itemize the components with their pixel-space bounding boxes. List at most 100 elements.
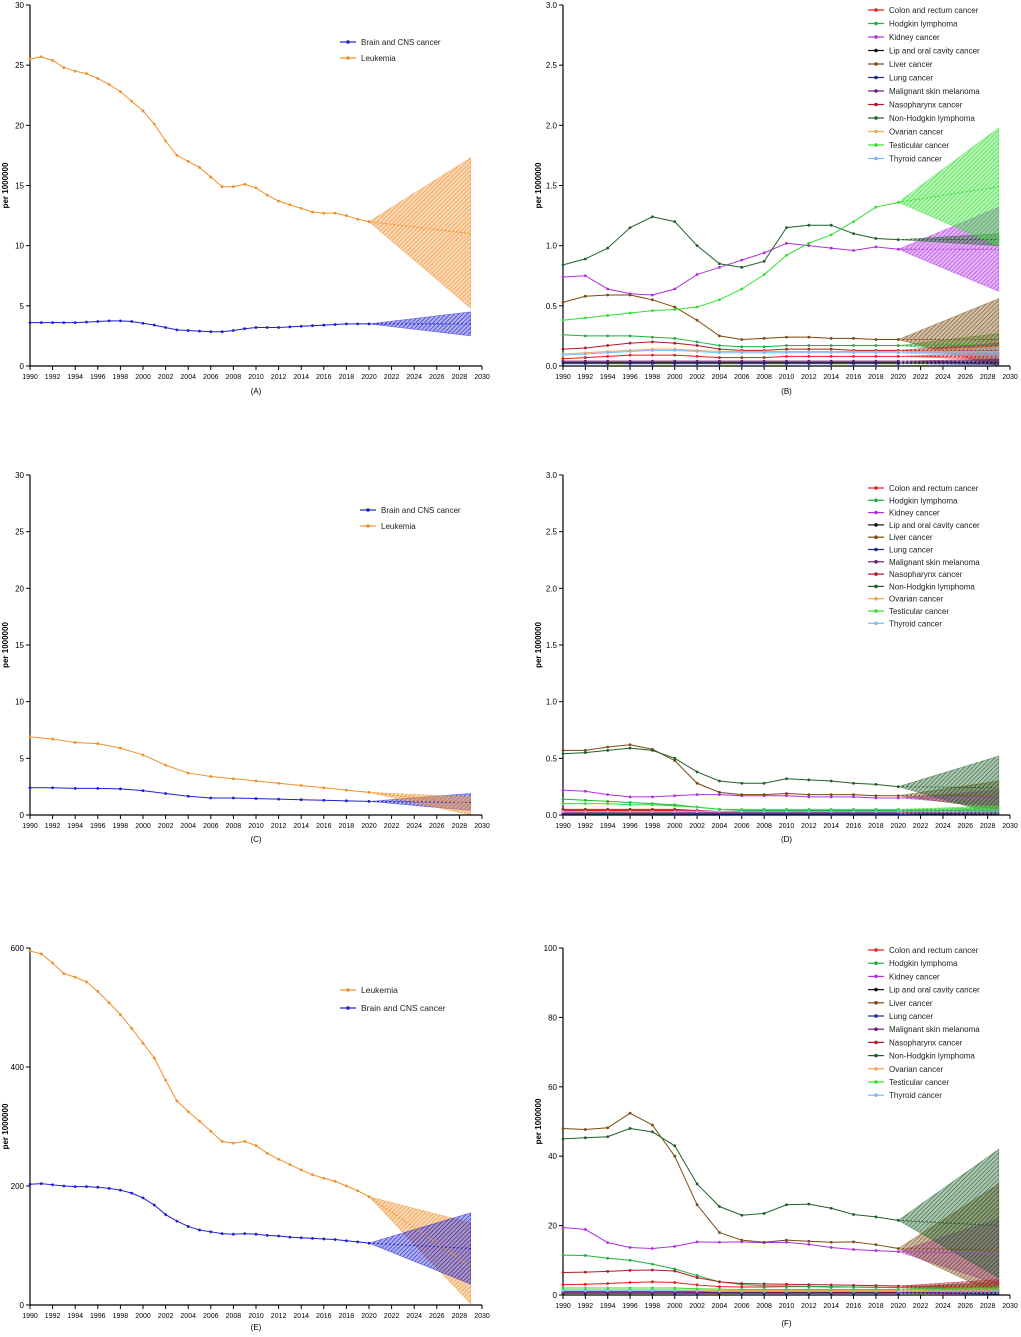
panel-f-nasopharynx-cancer-point (874, 1284, 878, 1288)
panel-a-x-tick-label: 2018 (339, 374, 355, 381)
panel-d-testicular-cancer-point (762, 807, 766, 811)
panel-b-non-hodgkin-lymphoma-point (762, 259, 766, 263)
panel-a-y-axis-label: per 1000000 (1, 162, 10, 208)
panel-f-legend-label-testicular-cancer: Testicular cancer (889, 1078, 949, 1087)
panel-f-legend-label-lung-cancer: Lung cancer (889, 1012, 933, 1021)
panel-a-x-tick-label: 2022 (384, 374, 400, 381)
panel-f-testicular-cancer-point (695, 1287, 699, 1291)
panel-a-caption: (A) (251, 387, 262, 396)
panel-d-thyroid-cancer-point (762, 810, 766, 813)
panel-b-malignant-skin-melanoma-point (762, 359, 766, 363)
panel-d-non-hodgkin-lymphoma-point (718, 779, 721, 783)
panel-b-thyroid-cancer-point (718, 351, 721, 355)
panel-b-nasopharynx-cancer-point (561, 347, 565, 351)
panel-c-leukemia-point (73, 741, 77, 744)
panel-b-kidney-cancer-point (583, 274, 587, 278)
panel-b-kidney-cancer-point (651, 293, 654, 297)
panel-a-legend-marker-brain-and-cns-cancer (346, 40, 350, 44)
panel-d-x-tick-label: 2030 (1002, 823, 1018, 830)
panel-f-non-hodgkin-lymphoma-point (807, 1202, 811, 1206)
panel-e-leukemia-point (175, 1099, 179, 1103)
panel-c-y-tick-label: 20 (15, 584, 24, 593)
panel-e-leukemia-forecast-line (368, 1196, 471, 1267)
panel-d-x-tick-label: 2002 (689, 823, 705, 830)
panel-f-liver-cancer-point (583, 1128, 587, 1131)
panel-b-non-hodgkin-lymphoma-point (673, 220, 677, 224)
panel-b-thyroid-cancer-point (740, 351, 744, 355)
panel-d-x-tick-label: 1992 (578, 823, 594, 830)
panel-d-testicular-cancer-point (785, 807, 788, 811)
panel-a-x-tick-label: 2020 (361, 374, 377, 381)
panel-b-testicular-cancer-point (583, 316, 587, 320)
panel-e-x-tick-label: 2006 (203, 1313, 219, 1320)
panel-b-nasopharynx-cancer-point (606, 344, 610, 347)
panel-d-non-hodgkin-lymphoma-point (583, 751, 587, 755)
panel-a-leukemia-forecast-line (368, 221, 471, 235)
panel-c-x-tick-label: 2016 (316, 823, 332, 830)
panel-e-legend: Leukemia Brain and CNS cancer (340, 985, 446, 1013)
panel-c-legend-marker-brain-and-cns-cancer (366, 508, 370, 512)
panel-b-non-hodgkin-lymphoma-point (583, 257, 587, 261)
panel-d-kidney-cancer-point (695, 793, 699, 796)
panel-e: 0 200 400 600 1990 1992 1994 1996 1998 2000 2002 20… (1, 944, 490, 1332)
panel-c-brain-and-cns-cancer-point (254, 797, 258, 800)
panel-f-nasopharynx-cancer-point (807, 1283, 811, 1286)
panel-f-thyroid-cancer-point (740, 1290, 744, 1293)
panel-d-liver-cancer-point (628, 743, 632, 747)
panel-b-legend-label-testicular-cancer: Testicular cancer (889, 141, 949, 150)
panel-f-x-tick-label: 1994 (600, 1303, 616, 1310)
panel-d-nasopharynx-cancer-point (628, 807, 632, 811)
panel-d-x-tick-label: 2012 (801, 823, 817, 830)
panel-b-lung-cancer-point (874, 362, 878, 365)
panel-a-brain-and-cns-cancer-point (152, 323, 156, 327)
panel-f-x-tick-label: 2006 (734, 1303, 750, 1310)
panel-d-liver-cancer-point (583, 749, 587, 752)
panel-d-thyroid-cancer-point (583, 810, 587, 813)
panel-f-colon-and-rectum-cancer-point (628, 1281, 632, 1284)
panel-f-testicular-cancer-line (563, 1287, 899, 1290)
panel-c-legend: Brain and CNS cancer Leukemia (360, 506, 461, 531)
panel-e-brain-and-cns-cancer-point (254, 1232, 258, 1236)
panel-f-non-hodgkin-lymphoma-point (718, 1205, 721, 1208)
panel-b-legend-marker-ovarian-cancer (874, 129, 878, 134)
panel-f-y-tick-label: 0 (553, 1291, 558, 1300)
panel-f-thyroid-cancer-point (785, 1290, 788, 1293)
panel-c-leukemia-point (277, 781, 280, 785)
panel-a-brain-and-cns-cancer-point (243, 327, 247, 331)
panel-c-leukemia-point (254, 779, 258, 783)
panel-d-liver-cancer-point (829, 793, 833, 796)
panel-b-thyroid-cancer-point (606, 351, 610, 355)
panel-b-x-tick-label: 2024 (935, 374, 951, 381)
panel-a-brain-and-cns-cancer-point (198, 329, 201, 333)
panel-e-x-tick-label: 2022 (384, 1313, 400, 1320)
panel-b-x-tick-label: 2030 (1002, 374, 1018, 381)
panel-f-non-hodgkin-lymphoma-point (874, 1215, 878, 1219)
panel-f-legend-label-non-hodgkin-lymphoma: Non-Hodgkin lymphoma (889, 1052, 975, 1061)
panel-b-legend-label-colon-and-rectum-cancer: Colon and rectum cancer (889, 6, 979, 15)
panel-d-x-tick-label: 2010 (779, 823, 795, 830)
panel-e-brain-and-cns-cancer-point (39, 1182, 43, 1186)
panel-c-x-tick-label: 1998 (113, 823, 129, 830)
panel-c-leukemia-point (51, 737, 54, 741)
panel-a-x-tick-label: 2010 (248, 374, 264, 381)
panel-d-y-tick-label: 2.0 (546, 584, 558, 593)
panel-b-malignant-skin-melanoma-point (651, 359, 654, 363)
panel-f-kidney-cancer-point (673, 1245, 677, 1248)
panel-d-liver-cancer-point (785, 792, 788, 795)
panel-f-kidney-cancer-point (807, 1242, 811, 1246)
panel-f-x-tick-label: 2018 (868, 1303, 884, 1310)
panel-b-kidney-cancer-point (807, 244, 811, 248)
panel-b-hodgkin-lymphoma-point (651, 335, 654, 339)
panel-c-brain-and-cns-cancer-point (28, 786, 32, 790)
panel-f-nasopharynx-cancer-point (762, 1282, 766, 1286)
panel-c-leukemia-forecast-line (368, 791, 471, 805)
panel-a-legend-label-leukemia: Leukemia (361, 54, 396, 63)
panel-e-brain-and-cns-cancer-point (333, 1238, 337, 1241)
panel-e-leukemia-point (96, 990, 100, 993)
panel-f-legend-marker-lip-and-oral-cavity-cancer (874, 987, 878, 992)
panel-f-y-axis-label: per 1000000 (534, 1098, 543, 1144)
panel-a-brain-and-cns-cancer-point (288, 325, 292, 329)
panel-c-x-tick-label: 2004 (180, 823, 196, 830)
panel-b-malignant-skin-melanoma-point (718, 359, 721, 363)
panel-d-legend-marker-ovarian-cancer (874, 596, 878, 601)
